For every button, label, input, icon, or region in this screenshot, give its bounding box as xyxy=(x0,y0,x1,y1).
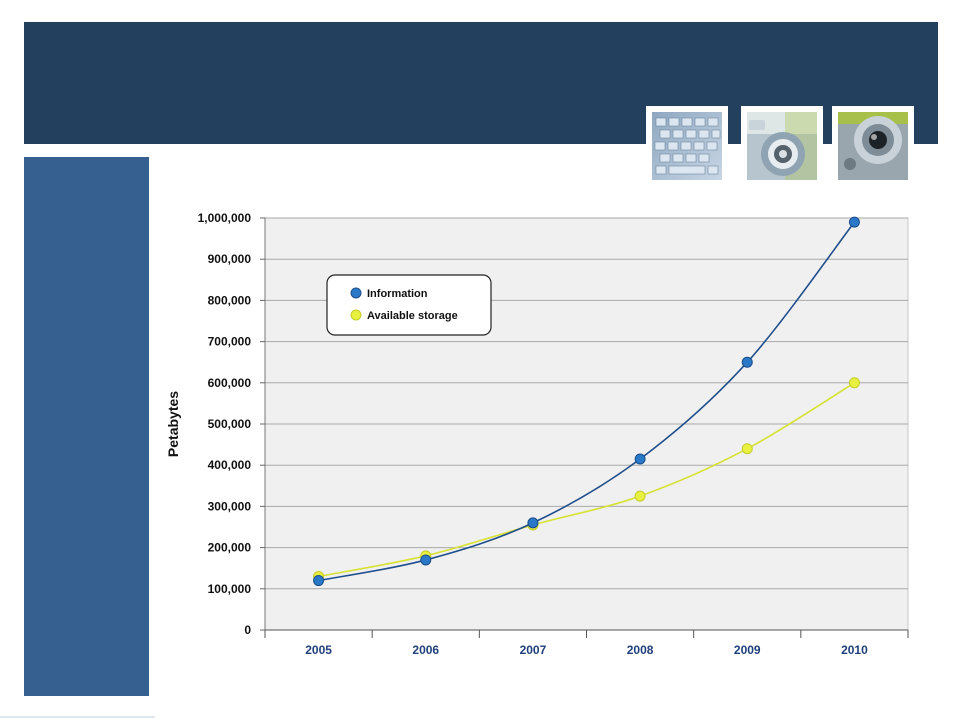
x-tick-label: 2007 xyxy=(520,643,547,657)
y-tick-label: 0 xyxy=(244,623,251,637)
y-tick-label: 300,000 xyxy=(208,499,252,513)
x-tick-label: 2005 xyxy=(305,643,332,657)
line-chart: 0 100,000 200,000 300,000 400,000 500,000 600,… xyxy=(165,211,909,657)
series-line-available-storage xyxy=(318,382,855,578)
footer-rule xyxy=(0,716,155,718)
legend-label-available-storage: Available storage xyxy=(367,310,458,322)
y-tick-label: 200,000 xyxy=(208,541,252,555)
x-tick-label: 2009 xyxy=(734,643,761,657)
data-point-available-storage xyxy=(634,490,646,502)
data-point-information xyxy=(313,575,325,587)
y-tick-label: 1,000,000 xyxy=(198,211,252,225)
camera-icon xyxy=(747,112,817,180)
y-axis-label: Petabytes xyxy=(165,391,181,457)
x-tick-label: 2006 xyxy=(412,643,439,657)
x-tick-label: 2008 xyxy=(627,643,654,657)
y-tick-label: 800,000 xyxy=(208,293,252,307)
keyboard-icon xyxy=(652,112,722,180)
camera-dial-photo xyxy=(741,106,823,186)
lens-photo xyxy=(832,106,914,186)
legend-marker-information xyxy=(350,287,362,299)
y-tick-label: 900,000 xyxy=(208,252,252,266)
gridlines xyxy=(264,217,908,631)
legend-label-information: Information xyxy=(367,288,428,300)
x-axis-ticks: 2005 2006 2007 2008 2009 2010 xyxy=(264,630,909,657)
y-tick-label: 100,000 xyxy=(208,582,252,596)
lens-icon xyxy=(838,112,908,180)
y-tick-label: 400,000 xyxy=(208,458,252,472)
data-point-information xyxy=(848,216,860,228)
y-tick-label: 500,000 xyxy=(208,417,252,431)
legend-box xyxy=(326,274,492,336)
data-point-information xyxy=(741,356,753,368)
sidebar-band xyxy=(24,157,149,696)
data-point-available-storage xyxy=(848,377,860,389)
y-tick-label: 600,000 xyxy=(208,376,252,390)
data-point-information xyxy=(420,554,432,566)
data-point-available-storage xyxy=(741,443,753,455)
keyboard-photo xyxy=(646,106,728,186)
legend: Information Available storage xyxy=(326,274,492,336)
data-point-information xyxy=(634,453,646,465)
legend-marker-available-storage xyxy=(350,309,362,321)
series-layer xyxy=(313,216,860,587)
y-axis-ticks: 0 100,000 200,000 300,000 400,000 500,000 600,… xyxy=(198,211,265,637)
y-tick-label: 700,000 xyxy=(208,335,252,349)
x-tick-label: 2010 xyxy=(841,643,868,657)
data-point-information xyxy=(527,517,539,529)
